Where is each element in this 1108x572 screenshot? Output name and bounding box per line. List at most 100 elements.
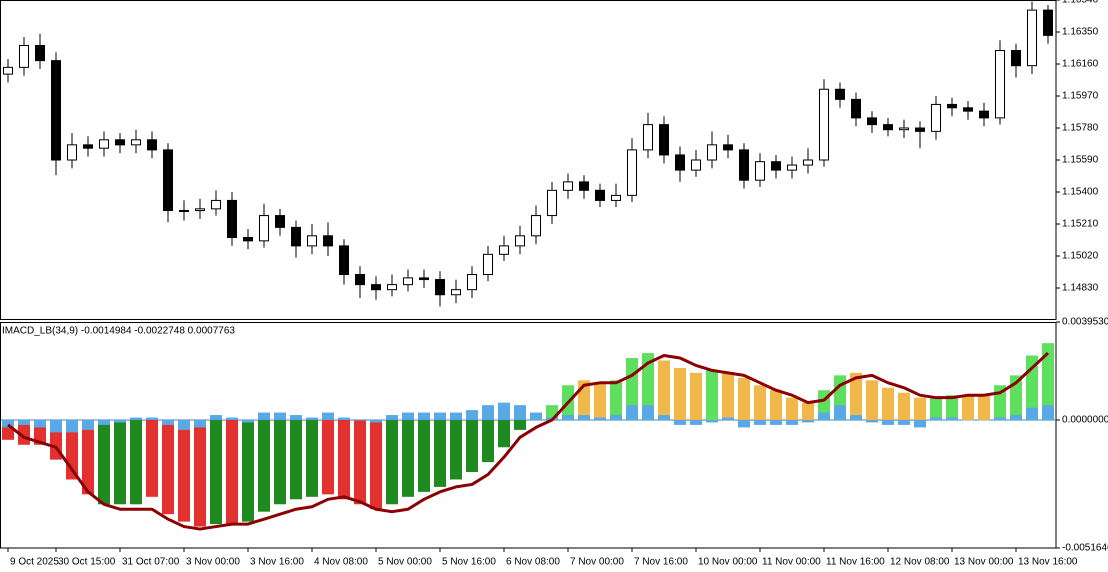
histogram-bar [1010, 415, 1022, 420]
price-frame [0, 0, 1057, 320]
candle-body [579, 181, 589, 191]
histogram-bar [370, 419, 382, 423]
candle-body [915, 127, 925, 132]
histogram-bar [850, 372, 862, 420]
y-tick-label: 1.15400 [1062, 187, 1099, 198]
histogram-bar [866, 419, 878, 423]
x-tick-label: 11 Nov 00:00 [762, 557, 821, 568]
x-tick-label: 9 Oct 2025 [10, 557, 59, 568]
candle-body [963, 107, 973, 112]
histogram-bar [338, 419, 350, 500]
histogram-bar [434, 419, 446, 487]
histogram-bar [866, 380, 878, 420]
candle-body [707, 144, 717, 161]
histogram-bar [722, 372, 734, 420]
histogram-bar [530, 412, 542, 420]
candle-body [131, 139, 141, 146]
histogram-bar [1026, 407, 1038, 420]
histogram-bar [194, 419, 206, 428]
candle-body [1011, 50, 1021, 67]
histogram-bar [386, 415, 398, 420]
histogram-bar [354, 419, 366, 421]
histogram-bar [930, 397, 942, 420]
candle-body [595, 189, 605, 201]
histogram-bar [562, 415, 574, 420]
candle-body [467, 274, 477, 291]
histogram-bar [130, 417, 142, 420]
histogram-bar [978, 419, 990, 421]
histogram-bar [690, 419, 702, 425]
histogram-bar [882, 387, 894, 420]
histogram-bar [402, 412, 414, 420]
y-tick-label: 1.14830 [1062, 283, 1099, 294]
histogram-bar [130, 419, 142, 505]
candle-body [211, 199, 221, 210]
histogram-bar [290, 419, 302, 500]
candle-body [947, 103, 957, 109]
histogram-bar [2, 419, 14, 428]
histogram-bar [178, 419, 190, 430]
x-tick-label: 7 Nov 00:00 [570, 557, 624, 568]
histogram-bar [642, 405, 654, 420]
histogram-bar [482, 405, 494, 420]
candle-body [547, 189, 557, 217]
histogram-bar [162, 419, 174, 515]
histogram-bar [802, 402, 814, 420]
histogram-bar [770, 390, 782, 420]
candle-body [243, 236, 253, 242]
candle-body [387, 284, 397, 291]
candle-body [1043, 9, 1053, 36]
histogram-bar [210, 415, 222, 420]
candle-body [67, 144, 77, 161]
histogram-bar [114, 419, 126, 505]
x-tick-label: 12 Nov 08:00 [890, 557, 950, 568]
candle-body [371, 284, 381, 291]
histogram-bar [594, 417, 606, 420]
signal-line [7, 351, 1050, 531]
histogram-bar [834, 405, 846, 420]
candle-body [291, 226, 301, 247]
histogram-bar [706, 419, 718, 423]
y-tick-label: 1.15210 [1062, 219, 1099, 230]
candle-body [755, 161, 765, 181]
candle-body [35, 44, 45, 62]
candle-body [339, 245, 349, 276]
histogram-bar [210, 419, 222, 525]
histogram-bar [674, 419, 686, 425]
x-tick-label: 5 Nov 16:00 [442, 557, 496, 568]
candle-body [659, 124, 669, 156]
histogram-bar [322, 419, 334, 495]
candle-body [115, 139, 125, 146]
histogram-bar [898, 419, 910, 425]
x-tick-label: 7 Nov 16:00 [634, 557, 688, 568]
candle-body [179, 210, 189, 213]
histogram-bar [962, 395, 974, 420]
histogram-bar [626, 405, 638, 420]
candle-body [627, 149, 637, 196]
candle-body [163, 149, 173, 212]
histogram-bar [658, 360, 670, 420]
y-tick-label: 0.0000000 [1062, 415, 1108, 426]
histogram-bar [466, 410, 478, 420]
histogram-bar [1042, 405, 1054, 420]
histogram-bar [706, 370, 718, 420]
candle-body [979, 110, 989, 119]
y-tick-label: -0.0051646 [1062, 543, 1108, 554]
y-tick-label: 1.15020 [1062, 251, 1099, 262]
histogram-bar [818, 412, 830, 420]
histogram-bar [194, 419, 206, 527]
histogram-bar [786, 397, 798, 420]
histogram-bar [722, 417, 734, 420]
histogram-bar [1010, 375, 1022, 420]
histogram-bar [50, 419, 62, 433]
candle-body [3, 66, 13, 75]
candle-body [739, 149, 749, 181]
candle-body [195, 208, 205, 212]
histogram-bar [274, 412, 286, 420]
histogram-bar [258, 419, 270, 512]
histogram-bar [418, 419, 430, 492]
histogram-bar [994, 417, 1006, 420]
candle-body [611, 194, 621, 201]
histogram-bar [162, 419, 174, 425]
x-tick-label: 3 Nov 00:00 [186, 557, 240, 568]
